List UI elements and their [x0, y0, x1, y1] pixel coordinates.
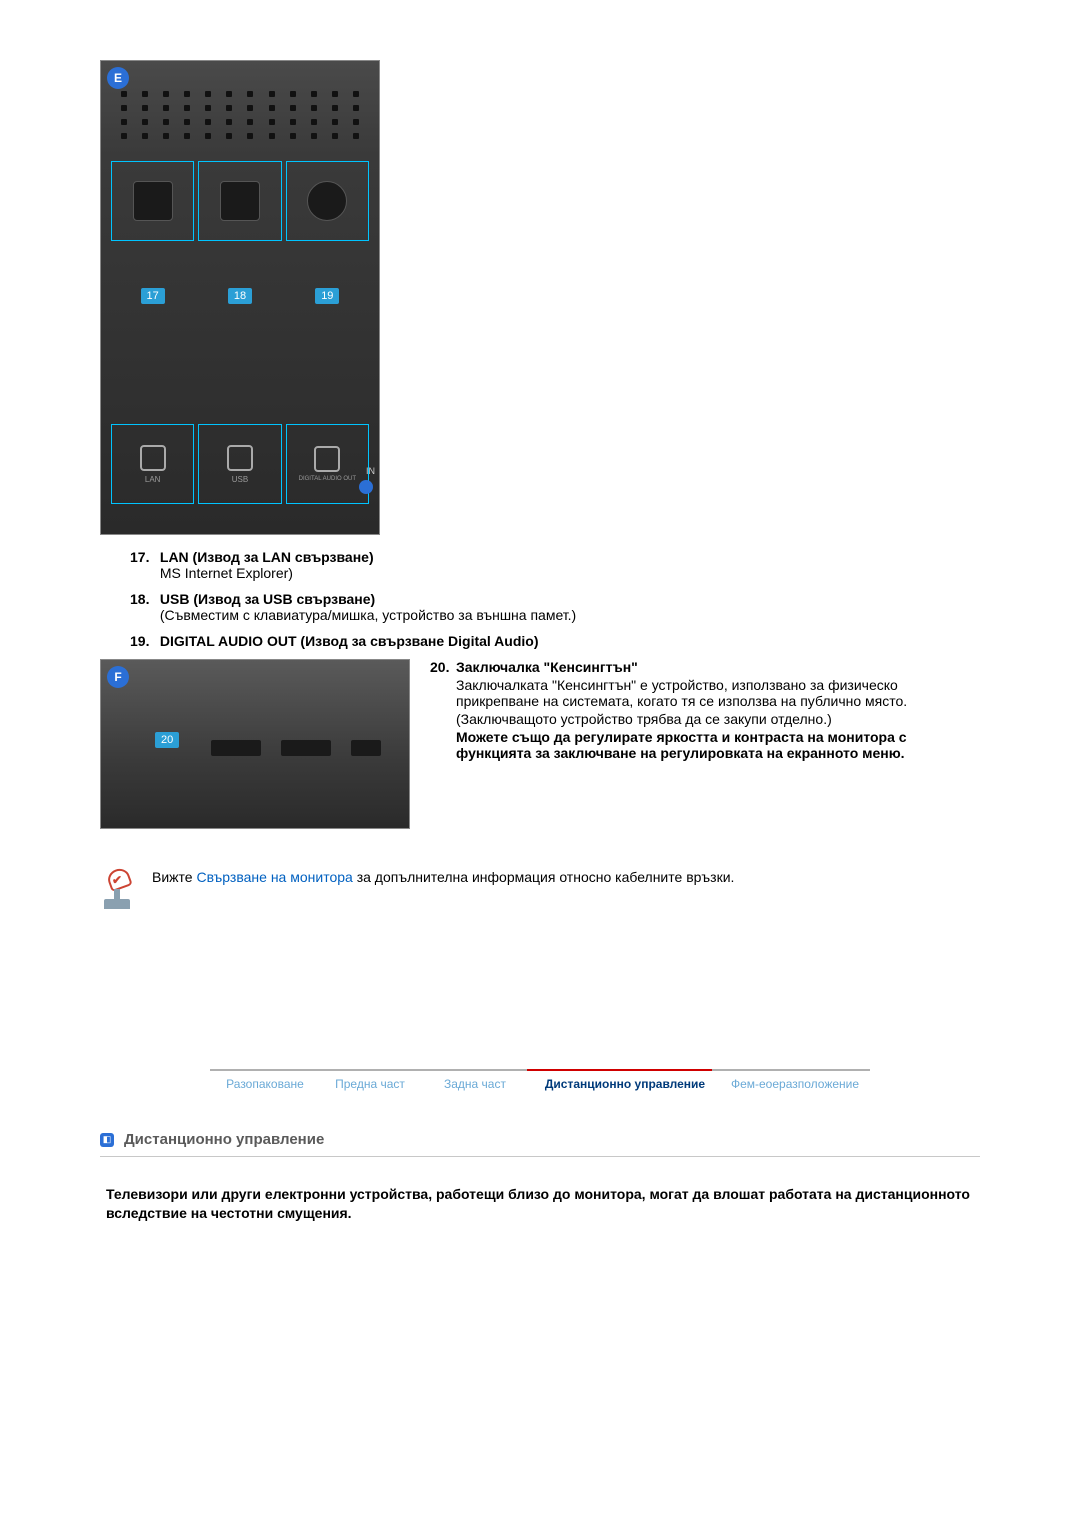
- note-text: Вижте Свързване на монитора за допълните…: [152, 869, 734, 885]
- list-item-17: 17. LAN (Извод за LAN свързване) MS Inte…: [130, 549, 980, 581]
- port-list: 17. LAN (Извод за LAN свързване) MS Inte…: [130, 549, 980, 649]
- usb-icon: [227, 445, 253, 471]
- tab-задна-част[interactable]: Задна част: [420, 1077, 530, 1091]
- item20-p3: Можете също да регулирате яркостта и кон…: [456, 729, 980, 761]
- in-dot-icon: [359, 480, 373, 494]
- lan-icon: [140, 445, 166, 471]
- port-icon-row: LAN USB DIGITAL AUDIO OUT: [111, 424, 369, 504]
- item20-title: Заключалка "Кенсингтън": [456, 659, 980, 675]
- vent-dots: [121, 91, 359, 161]
- badge-e: E: [107, 67, 129, 89]
- note-row: ✔ Вижте Свързване на монитора за допълни…: [100, 869, 980, 909]
- note-icon: ✔: [100, 869, 134, 909]
- section-title: Дистанционно управление: [124, 1131, 324, 1148]
- slot-icon: [351, 740, 381, 756]
- tab-дистанционно-управление[interactable]: Дистанционно управление: [530, 1077, 720, 1091]
- item-desc: (Съвместим с клавиатура/мишка, устройств…: [160, 607, 576, 623]
- item20-p1: Заключалката "Кенсингтън" е устройство, …: [456, 677, 980, 709]
- port-label-20: 20: [155, 732, 179, 748]
- item-title: DIGITAL AUDIO OUT (Извод за свързване Di…: [160, 633, 539, 649]
- port-label-19: 19: [315, 288, 339, 304]
- port-label-18: 18: [228, 288, 252, 304]
- slot-icon: [281, 740, 331, 756]
- tab-разопаковане[interactable]: Разопаковане: [210, 1077, 320, 1091]
- section-bullet-icon: ◧: [100, 1133, 114, 1147]
- slot-icon: [211, 740, 261, 756]
- port-label-17: 17: [141, 288, 165, 304]
- ports-photo-e: E 17 18 19 LAN USB DIGITAL AUDIO OUT IN: [100, 60, 380, 535]
- item-desc: MS Internet Explorer): [160, 565, 293, 581]
- audio-icon: [314, 446, 340, 472]
- note-link[interactable]: Свързване на монитора: [196, 869, 352, 885]
- separator: [100, 1156, 980, 1157]
- badge-f: F: [107, 666, 129, 688]
- item20-p2: (Заключващото устройство трябва да се за…: [456, 711, 980, 727]
- tab-фем-еоеразположение[interactable]: Фем-еоеразположение: [720, 1077, 870, 1091]
- section-header: ◧ Дистанционно управление: [100, 1131, 980, 1148]
- tabs-nav: РазопакованеПредна частЗадна частДистанц…: [210, 1069, 870, 1091]
- warning-text: Телевизори или други електронни устройст…: [100, 1185, 980, 1223]
- lock-photo-f: F 20: [100, 659, 410, 829]
- section-20: F 20 20. Заключалка "Кенсингтън" Заключа…: [100, 659, 980, 829]
- port-label-row: 17 18 19: [111, 281, 369, 311]
- tab-active-indicator: [527, 1069, 712, 1071]
- list-item-18: 18. USB (Извод за USB свързване) (Съвмес…: [130, 591, 980, 623]
- tab-предна-част[interactable]: Предна част: [320, 1077, 420, 1091]
- port-row: [111, 161, 369, 241]
- item-title: USB (Извод за USB свързване): [160, 591, 375, 607]
- list-item-19: 19. DIGITAL AUDIO OUT (Извод за свързван…: [130, 633, 980, 649]
- in-label: IN: [366, 466, 375, 476]
- item-title: LAN (Извод за LAN свързване): [160, 549, 374, 565]
